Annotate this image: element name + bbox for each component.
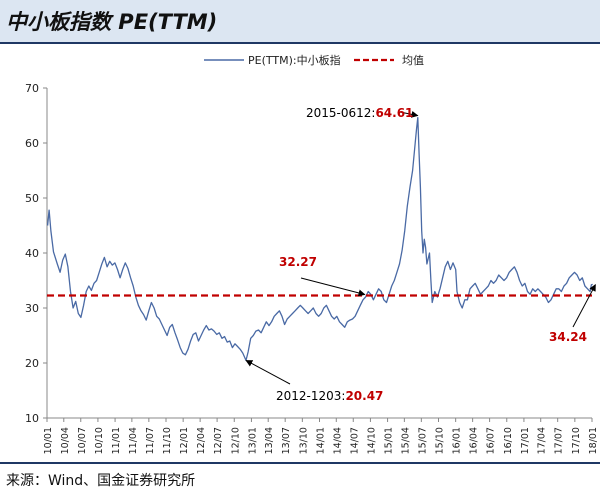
annotations: 2015-0612:64.61 2012-1203:20.47 32.27 34.24 [245, 106, 596, 403]
x-tick-label: 11/01 [111, 427, 122, 454]
x-tick-label: 17/04 [537, 427, 548, 454]
x-tick-label: 15/01 [384, 427, 395, 454]
y-tick-label: 40 [25, 247, 39, 260]
annotation-value: 34.24 [549, 330, 587, 344]
annotation-value: 64.61 [375, 106, 413, 120]
annotation-date: 2012-1203: [276, 389, 345, 403]
x-tick-label: 14/07 [349, 427, 360, 454]
x-tick-label: 16/10 [503, 427, 514, 454]
title-bar: 中小板指数 PE(TTM) [0, 0, 600, 42]
annotation-arrow [399, 110, 419, 118]
x-tick-label: 17/07 [554, 427, 565, 454]
annotation-value: 32.27 [279, 255, 317, 269]
y-tick-label: 70 [25, 82, 39, 95]
x-tick-label: 13/10 [298, 427, 309, 454]
x-axis: 10/01 10/04 10/07 10/10 11/01 11/04 11/07 11/10… [43, 417, 599, 454]
x-tick-label: 14/01 [316, 427, 327, 454]
x-tick-label: 18/01 [588, 427, 599, 454]
annotation-value: 20.47 [345, 389, 383, 403]
plot-area [46, 116, 593, 362]
x-tick-label: 11/07 [145, 427, 156, 454]
x-tick-label: 10/01 [43, 427, 54, 454]
x-tick-label: 13/07 [281, 427, 292, 454]
annotation-arrow [245, 359, 291, 385]
x-tick-label: 17/01 [520, 427, 531, 454]
x-tick-label: 12/10 [230, 427, 241, 454]
y-tick-label: 10 [25, 412, 39, 425]
annotation-label: 34.24 [549, 330, 587, 344]
x-tick-label: 10/04 [60, 427, 71, 454]
annotation-label: 2012-1203:20.47 [276, 389, 383, 403]
annotation-arrow [300, 277, 366, 297]
x-tick-label: 15/04 [400, 427, 411, 454]
x-tick-label: 13/01 [247, 427, 258, 454]
x-tick-label: 14/10 [366, 427, 377, 454]
annotation-label: 2015-0612:64.61 [306, 106, 413, 120]
x-tick-label: 16/07 [486, 427, 497, 454]
y-tick-label: 30 [25, 302, 39, 315]
pe-line-chart: PE(TTM):中小板指 均值 10 20 30 40 50 60 70 10/01 10/04… [25, 53, 599, 454]
x-tick-label: 10/10 [94, 427, 105, 454]
pe-series-line [46, 116, 593, 362]
x-tick-label: 10/07 [77, 427, 88, 454]
x-tick-label: 12/01 [179, 427, 190, 454]
x-tick-label: 17/10 [571, 427, 582, 454]
x-tick-label: 14/04 [332, 427, 343, 454]
x-tick-label: 11/04 [128, 427, 139, 454]
legend-label-mean: 均值 [402, 54, 424, 67]
annotation-arrow [572, 284, 596, 328]
bottom-divider [0, 462, 600, 464]
x-tick-label: 16/04 [469, 427, 480, 454]
x-tick-label: 12/04 [196, 427, 207, 454]
y-axis: 10 20 30 40 50 60 70 [25, 82, 48, 425]
x-tick-label: 16/01 [452, 427, 463, 454]
x-tick-label: 12/07 [213, 427, 224, 454]
x-tick-label: 13/04 [264, 427, 275, 454]
annotation-date: 2015-0612: [306, 106, 375, 120]
x-tick-label: 11/10 [162, 427, 173, 454]
y-tick-label: 20 [25, 357, 39, 370]
chart-title: 中小板指数 PE(TTM) [6, 10, 218, 34]
x-tick-label: 15/10 [434, 427, 445, 454]
x-tick-label: 15/07 [417, 427, 428, 454]
y-tick-label: 50 [25, 192, 39, 205]
top-divider [0, 42, 600, 44]
legend: PE(TTM):中小板指 均值 [204, 53, 424, 67]
legend-label-pe: PE(TTM):中小板指 [248, 53, 341, 67]
annotation-label: 32.27 [279, 255, 317, 269]
source-note: 来源：Wind、国金证券研究所 [6, 473, 196, 489]
y-tick-label: 60 [25, 137, 39, 150]
